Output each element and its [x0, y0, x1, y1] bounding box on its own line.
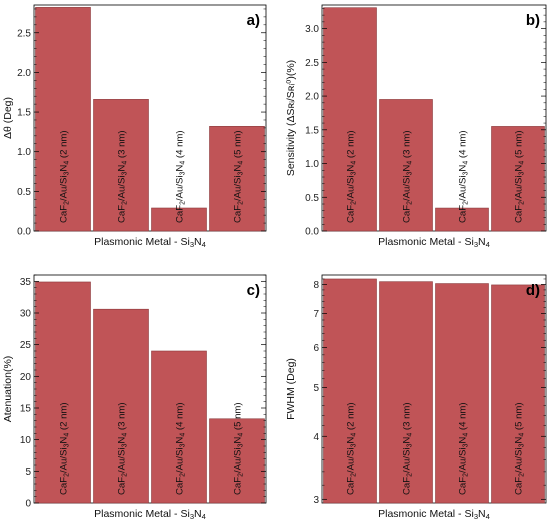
bar-label: CaF2/Au/Si3N4 (5 nm) [233, 130, 245, 223]
bar-1 [35, 7, 91, 232]
y-tick-label: 7 [313, 309, 319, 320]
bar-label: CaF2/Au/Si3N4 (3 nm) [402, 402, 414, 495]
x-axis-label: Plasmonic Metal - Si3N4 [378, 508, 490, 521]
y-tick-label: 1.5 [305, 125, 319, 136]
y-tick-label: 5 [313, 383, 319, 394]
x-axis-label: Plasmonic Metal - Si3N4 [94, 508, 206, 521]
y-tick-label: 0.0 [305, 227, 319, 238]
bar-4 [491, 284, 545, 504]
bar-label: CaF2/Au/Si3N4 (4 nm) [458, 130, 470, 223]
plot-frame [321, 274, 547, 504]
bar-1 [323, 7, 377, 232]
y-tick-label: 2.5 [17, 28, 31, 39]
panel-label: c) [247, 282, 260, 299]
y-tick-label: 30 [20, 309, 32, 320]
panel-a: 0.0 0.5 1.0 1.5 2.0 2.5 CaF2/Au/Si3N4 (2 nm) Ca… [2, 4, 267, 249]
bar-label: CaF2/Au/Si3N4 (3 nm) [117, 402, 129, 495]
bar-2 [93, 99, 149, 232]
bar-3 [435, 283, 489, 504]
bar-2 [93, 308, 149, 504]
bar-label: CaF2/Au/Si3N4 (5 nm) [514, 130, 526, 223]
bar-label: CaF2/Au/Si3N4 (2 nm) [346, 402, 358, 495]
y-axis-label: Sensitivity (ΔSʀᵢ/Sʀᵢ⁰)(%) [285, 60, 297, 176]
y-tick-label: 2.0 [305, 92, 319, 103]
y-tick-label: 1.5 [17, 108, 31, 119]
x-axis-label: Plasmonic Metal - Si3N4 [378, 236, 490, 249]
bar-4 [209, 418, 265, 504]
y-tick-label: 6 [313, 343, 319, 354]
bar-1 [35, 281, 91, 504]
bar-3 [151, 350, 207, 504]
y-tick-label: 15 [20, 404, 32, 415]
panel-label: a) [247, 12, 260, 29]
y-tick-label: 0 [25, 499, 31, 510]
y-tick-label: 10 [20, 435, 32, 446]
y-tick-label: 35 [20, 277, 32, 288]
bar-label: CaF2/Au/Si3N4 (2 nm) [346, 130, 358, 223]
bar-label: CaF2/Au/Si3N4 (3 nm) [117, 130, 129, 223]
y-tick-label: 0.0 [17, 227, 31, 238]
y-tick-label: 1.0 [305, 159, 319, 170]
panel-label: d) [526, 282, 540, 299]
y-tick-label: 2.0 [17, 68, 31, 79]
y-tick-label: 8 [313, 280, 319, 291]
y-tick-label: 4 [313, 432, 319, 443]
bar-label: CaF2/Au/Si3N4 (4 nm) [175, 130, 187, 223]
panel-b: 0.0 0.5 1.0 1.5 2.0 2.5 3.0 CaF2/Au/Si3N4 (2 nm… [285, 4, 547, 249]
y-tick-label: 5 [25, 467, 31, 478]
bar-label: CaF2/Au/Si3N4 (2 nm) [59, 130, 71, 223]
bar-label: CaF2/Au/Si3N4 (4 nm) [458, 402, 470, 495]
bar-2 [379, 281, 433, 504]
bar-4 [209, 126, 265, 232]
bar-3 [151, 207, 207, 232]
y-axis-label: Δθ (Deg) [2, 97, 14, 139]
bar-label: CaF2/Au/Si3N4 (2 nm) [59, 402, 71, 495]
y-axis-label: FWHM (Deg) [285, 358, 297, 420]
panel-c: 0 5 10 15 20 25 30 35 CaF2/Au/Si3N4 (2 nm) CaF2/A… [2, 274, 267, 521]
bar-label: CaF2/Au/Si3N4 (5 nm) [514, 402, 526, 495]
plot-frame [321, 4, 547, 232]
bar-label: CaF2/Au/Si3N4 (3 nm) [402, 130, 414, 223]
bar-label: CaF2/Au/Si3N4 (4 nm) [175, 402, 187, 495]
bar-4 [491, 126, 545, 232]
panel-d: 3 4 5 6 7 8 CaF2/Au/Si3N4 (2 nm) CaF2/Au/Si3N4 … [285, 274, 547, 521]
plot-frame [33, 4, 267, 232]
panel-label: b) [526, 12, 540, 29]
bar-label: CaF2/Au/Si3N4 (5 nm) [233, 402, 245, 495]
x-axis-label: Plasmonic Metal - Si3N4 [94, 236, 206, 249]
y-tick-label: 25 [20, 340, 32, 351]
y-tick-label: 2.5 [305, 58, 319, 69]
y-tick-label: 3 [313, 495, 319, 506]
y-tick-label: 1.0 [17, 147, 31, 158]
y-tick-label: 0.5 [305, 193, 319, 204]
y-tick-label: 20 [20, 372, 32, 383]
y-tick-label: 3.0 [305, 24, 319, 35]
y-axis-label: Atenuation(%) [2, 356, 14, 423]
bar-2 [379, 99, 433, 232]
bar-3 [435, 207, 489, 232]
bar-1 [323, 278, 377, 504]
y-tick-label: 0.5 [17, 187, 31, 198]
